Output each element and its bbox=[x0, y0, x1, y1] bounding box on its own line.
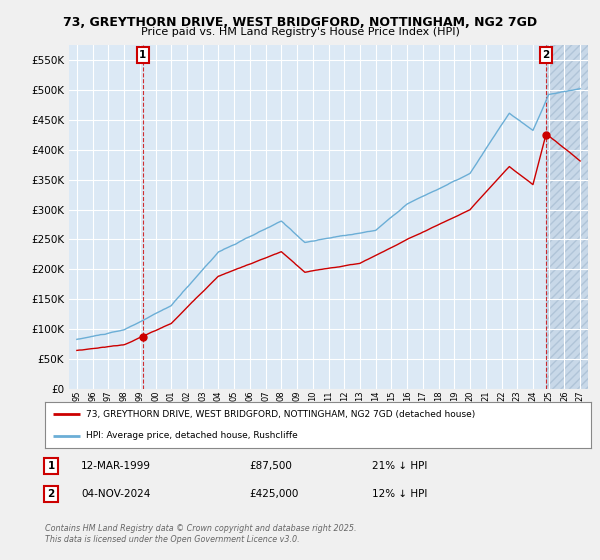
Text: £425,000: £425,000 bbox=[249, 489, 298, 499]
Text: £87,500: £87,500 bbox=[249, 461, 292, 471]
Text: 1: 1 bbox=[47, 461, 55, 471]
Bar bbox=[546, 45, 588, 389]
Text: 04-NOV-2024: 04-NOV-2024 bbox=[81, 489, 151, 499]
Text: Price paid vs. HM Land Registry's House Price Index (HPI): Price paid vs. HM Land Registry's House … bbox=[140, 27, 460, 37]
Text: HPI: Average price, detached house, Rushcliffe: HPI: Average price, detached house, Rush… bbox=[86, 431, 298, 440]
Text: 21% ↓ HPI: 21% ↓ HPI bbox=[372, 461, 427, 471]
Text: 2: 2 bbox=[47, 489, 55, 499]
Text: 73, GREYTHORN DRIVE, WEST BRIDGFORD, NOTTINGHAM, NG2 7GD: 73, GREYTHORN DRIVE, WEST BRIDGFORD, NOT… bbox=[63, 16, 537, 29]
Text: 1: 1 bbox=[139, 50, 146, 60]
Text: 12% ↓ HPI: 12% ↓ HPI bbox=[372, 489, 427, 499]
Text: Contains HM Land Registry data © Crown copyright and database right 2025.
This d: Contains HM Land Registry data © Crown c… bbox=[45, 524, 356, 544]
Text: 73, GREYTHORN DRIVE, WEST BRIDGFORD, NOTTINGHAM, NG2 7GD (detached house): 73, GREYTHORN DRIVE, WEST BRIDGFORD, NOT… bbox=[86, 410, 475, 419]
Text: 12-MAR-1999: 12-MAR-1999 bbox=[81, 461, 151, 471]
Text: 2: 2 bbox=[542, 50, 550, 60]
